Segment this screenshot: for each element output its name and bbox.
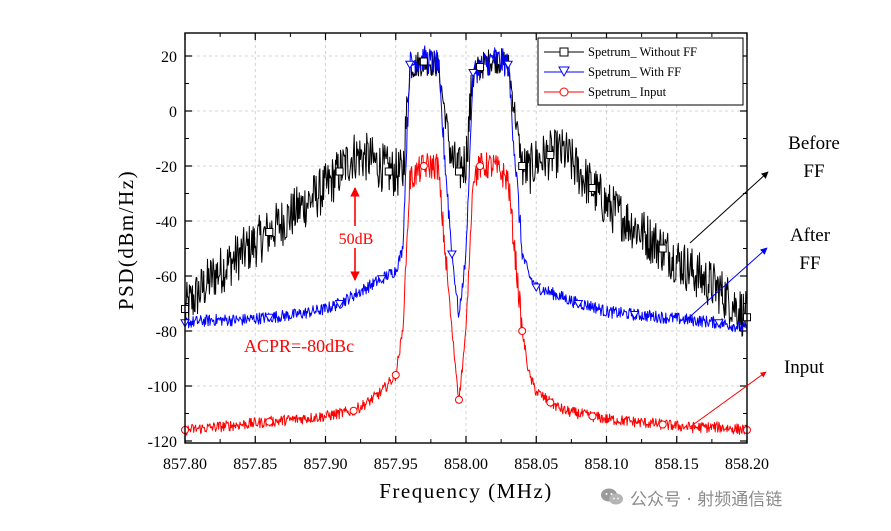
series-line-2 bbox=[184, 152, 748, 436]
data-point bbox=[714, 319, 724, 328]
x-tick-label: 858.15 bbox=[655, 456, 699, 473]
annotation-acpr: ACPR=-80dBc bbox=[244, 336, 354, 356]
legend-box bbox=[537, 37, 744, 106]
data-point bbox=[454, 395, 463, 404]
triangle-marker-icon bbox=[558, 66, 570, 78]
data-point bbox=[376, 275, 387, 284]
data-point bbox=[384, 167, 393, 176]
x-tick-label: 857.95 bbox=[374, 456, 418, 473]
annotation-before-ff: FF bbox=[803, 161, 824, 182]
series-layer bbox=[184, 45, 748, 436]
data-point bbox=[518, 327, 527, 335]
legend-label: Spetrum_ With FF bbox=[588, 65, 681, 79]
annotation-before: Before bbox=[788, 133, 840, 154]
legend-label: Spetrum_ Input bbox=[588, 85, 667, 99]
y-tick-label: -80 bbox=[156, 324, 177, 341]
legend: Spetrum_ Without FF Spetrum_ With FF Spe… bbox=[537, 37, 744, 106]
data-point bbox=[476, 162, 485, 170]
legend-item-without-ff: Spetrum_ Without FF bbox=[544, 45, 697, 59]
x-tick-label: 857.90 bbox=[304, 456, 348, 473]
x-tick-label: 858.20 bbox=[725, 456, 769, 473]
watermark-text: 公众号 · 射频通信链 bbox=[630, 489, 783, 510]
y-tick-label: -60 bbox=[156, 269, 177, 286]
watermark: 公众号 · 射频通信链 bbox=[600, 484, 880, 510]
arrow-before-ff-icon bbox=[689, 171, 769, 244]
legend-label: Spetrum_ Without FF bbox=[588, 45, 697, 59]
data-point bbox=[468, 69, 478, 78]
data-point bbox=[658, 244, 667, 253]
square-marker-icon bbox=[559, 47, 569, 57]
y-tick-label: 20 bbox=[161, 49, 177, 66]
data-point bbox=[264, 313, 275, 323]
data-point bbox=[503, 60, 514, 70]
y-tick-label: -40 bbox=[156, 214, 177, 231]
legend-item-with-ff: Spetrum_ With FF bbox=[544, 65, 681, 79]
data-point bbox=[265, 228, 274, 236]
circle-marker-icon bbox=[559, 87, 569, 97]
data-point bbox=[546, 151, 555, 159]
annotation-50db: 50dB bbox=[339, 231, 374, 248]
data-point bbox=[265, 417, 274, 426]
series-line-1 bbox=[184, 45, 748, 333]
data-point bbox=[335, 167, 344, 176]
data-point bbox=[419, 162, 428, 170]
annotation-input: Input bbox=[784, 357, 825, 378]
data-point bbox=[447, 250, 457, 260]
annotation-after: After bbox=[790, 225, 831, 246]
data-point bbox=[349, 406, 358, 415]
data-point bbox=[658, 420, 667, 429]
data-point bbox=[334, 300, 345, 309]
wechat-icon bbox=[601, 488, 623, 505]
data-point bbox=[476, 63, 485, 71]
y-tick-label: -20 bbox=[156, 159, 177, 176]
annotations: 50dB ACPR=-80dBc Before FF After FF Inpu… bbox=[244, 133, 840, 428]
data-point bbox=[629, 311, 640, 320]
arrow-input-icon bbox=[689, 371, 767, 428]
y-tick-label: -100 bbox=[148, 379, 177, 396]
y-tick-label: 0 bbox=[169, 104, 177, 121]
x-tick-label: 858.10 bbox=[585, 456, 629, 473]
legend-item-input: Spetrum_ Input bbox=[544, 85, 667, 99]
data-point bbox=[531, 283, 542, 293]
data-point bbox=[546, 398, 555, 407]
data-point bbox=[404, 60, 415, 70]
data-point bbox=[518, 162, 527, 170]
arrow-after-ff-icon bbox=[683, 247, 768, 323]
data-point bbox=[588, 184, 597, 192]
x-tick-label: 857.80 bbox=[163, 456, 207, 473]
data-point bbox=[391, 371, 400, 379]
x-tick-label: 858.00 bbox=[444, 456, 488, 473]
data-point bbox=[454, 167, 463, 176]
y-tick-label: -120 bbox=[148, 434, 177, 451]
annotation-after-ff: FF bbox=[799, 253, 820, 274]
data-point bbox=[419, 57, 428, 66]
data-point bbox=[588, 412, 597, 421]
x-tick-label: 858.05 bbox=[514, 456, 558, 473]
grid bbox=[185, 33, 747, 443]
data-point bbox=[573, 300, 584, 309]
y-axis-label: PSD(dBm/Hz) bbox=[114, 170, 138, 310]
series-line-0 bbox=[184, 48, 748, 337]
x-axis-label: Frequency (MHz) bbox=[379, 479, 553, 503]
x-tick-label: 857.85 bbox=[233, 456, 277, 473]
